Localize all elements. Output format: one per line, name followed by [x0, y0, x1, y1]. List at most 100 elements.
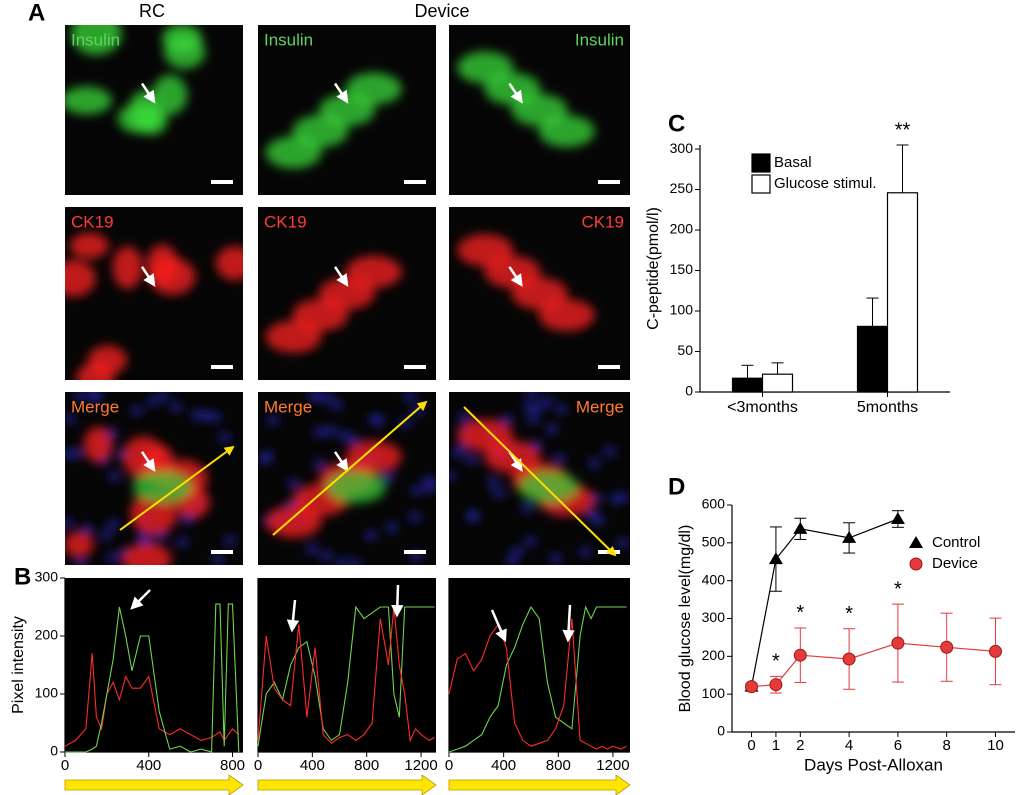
nucleus [365, 531, 378, 540]
data-point [909, 536, 923, 548]
image-label: CK19 [581, 212, 624, 231]
image-content [449, 392, 630, 565]
nucleus [313, 428, 326, 437]
nucleus [65, 450, 73, 459]
nucleus [385, 523, 398, 532]
nucleus [549, 554, 562, 563]
profile-line [272, 400, 428, 536]
nucleus [586, 510, 599, 519]
nucleus [176, 538, 189, 547]
arrow [508, 82, 523, 104]
nucleus [320, 551, 333, 560]
cell-cluster [152, 75, 188, 115]
bar [761, 373, 794, 393]
data-point [940, 640, 954, 654]
scale-bar [404, 365, 426, 369]
nucleus [321, 393, 334, 402]
y-tick-label: 600 [702, 496, 726, 512]
cell-cluster [112, 246, 143, 289]
x-tick-label: 400 [491, 757, 516, 774]
nucleus [555, 405, 568, 414]
arrow [140, 266, 156, 287]
y-tick-label: 150 [670, 261, 694, 277]
image-label: Merge [71, 397, 119, 416]
cell-cluster [345, 72, 402, 105]
nucleus [553, 454, 566, 463]
nucleus [579, 547, 592, 556]
x-tick-label: 1200 [596, 757, 629, 774]
cell-cluster [325, 471, 386, 504]
annotation: * [796, 602, 804, 624]
x-tick-label: 5months [857, 399, 918, 416]
micrograph [65, 207, 243, 380]
micrograph [65, 25, 243, 195]
nucleus [267, 416, 280, 425]
data-point [890, 511, 905, 524]
arrow [333, 82, 349, 104]
legend-swatch [751, 174, 771, 194]
cell-cluster [71, 25, 122, 56]
y-tick-label: 100 [702, 685, 726, 701]
nucleus [465, 455, 478, 464]
y-axis-title: Blood glucose level(mg/dl) [677, 525, 694, 713]
data-line [257, 606, 435, 745]
data-point [842, 652, 856, 666]
cell-cluster [149, 257, 196, 296]
micrograph [258, 207, 436, 380]
data-point [842, 530, 857, 543]
x-tick-label: 0 [254, 757, 262, 774]
y-tick-label: 100 [35, 685, 59, 701]
image-content [457, 51, 595, 148]
micrograph [449, 207, 630, 380]
legend-swatch [751, 153, 771, 173]
y-axis-title: C-peptide(pmol/l) [645, 207, 662, 330]
nucleus [526, 415, 539, 424]
image-label: Merge [264, 397, 312, 416]
nucleus [65, 518, 73, 527]
cell-cluster [518, 471, 579, 504]
nucleus [422, 476, 435, 485]
arrow [333, 451, 349, 472]
y-tick-label: 200 [702, 647, 726, 663]
bar [731, 377, 764, 393]
x-tick-label: 4 [845, 737, 853, 754]
direction-arrow [448, 774, 631, 795]
data-point [793, 521, 808, 534]
y-tick-label: 0 [50, 743, 58, 759]
nucleus [505, 557, 518, 565]
annotation: * [845, 603, 853, 625]
cell-cluster [117, 103, 162, 134]
cell-cluster [83, 426, 113, 463]
image-label: Insulin [575, 30, 624, 49]
scale-bar [404, 550, 426, 554]
nucleus [99, 531, 112, 540]
image-content [265, 255, 402, 353]
scale-bar [404, 180, 426, 184]
scale-bar [211, 180, 233, 184]
scale-bar [598, 365, 620, 369]
bar [886, 192, 919, 393]
cell-cluster [65, 531, 94, 558]
nucleus [338, 431, 351, 440]
nucleus [347, 436, 360, 445]
arrow [508, 266, 523, 287]
nucleus [157, 392, 170, 401]
x-tick-label: 10 [987, 737, 1004, 754]
image-label: Insulin [71, 30, 120, 49]
scale-bar [598, 180, 620, 184]
nucleus [540, 397, 553, 406]
nucleus [425, 484, 436, 493]
nucleus [107, 520, 120, 529]
nucleus [106, 553, 119, 562]
x-tick-label: 400 [300, 757, 325, 774]
nucleus [349, 559, 362, 565]
annotation: ** [895, 119, 911, 141]
data-point [745, 680, 759, 694]
y-axis-title: Pixel intensity [10, 616, 27, 714]
image-label: Merge [576, 397, 624, 416]
y-tick-label: 0 [685, 383, 693, 399]
nucleus [209, 413, 222, 422]
nucleus [617, 493, 630, 502]
column-header: Device [414, 1, 469, 21]
